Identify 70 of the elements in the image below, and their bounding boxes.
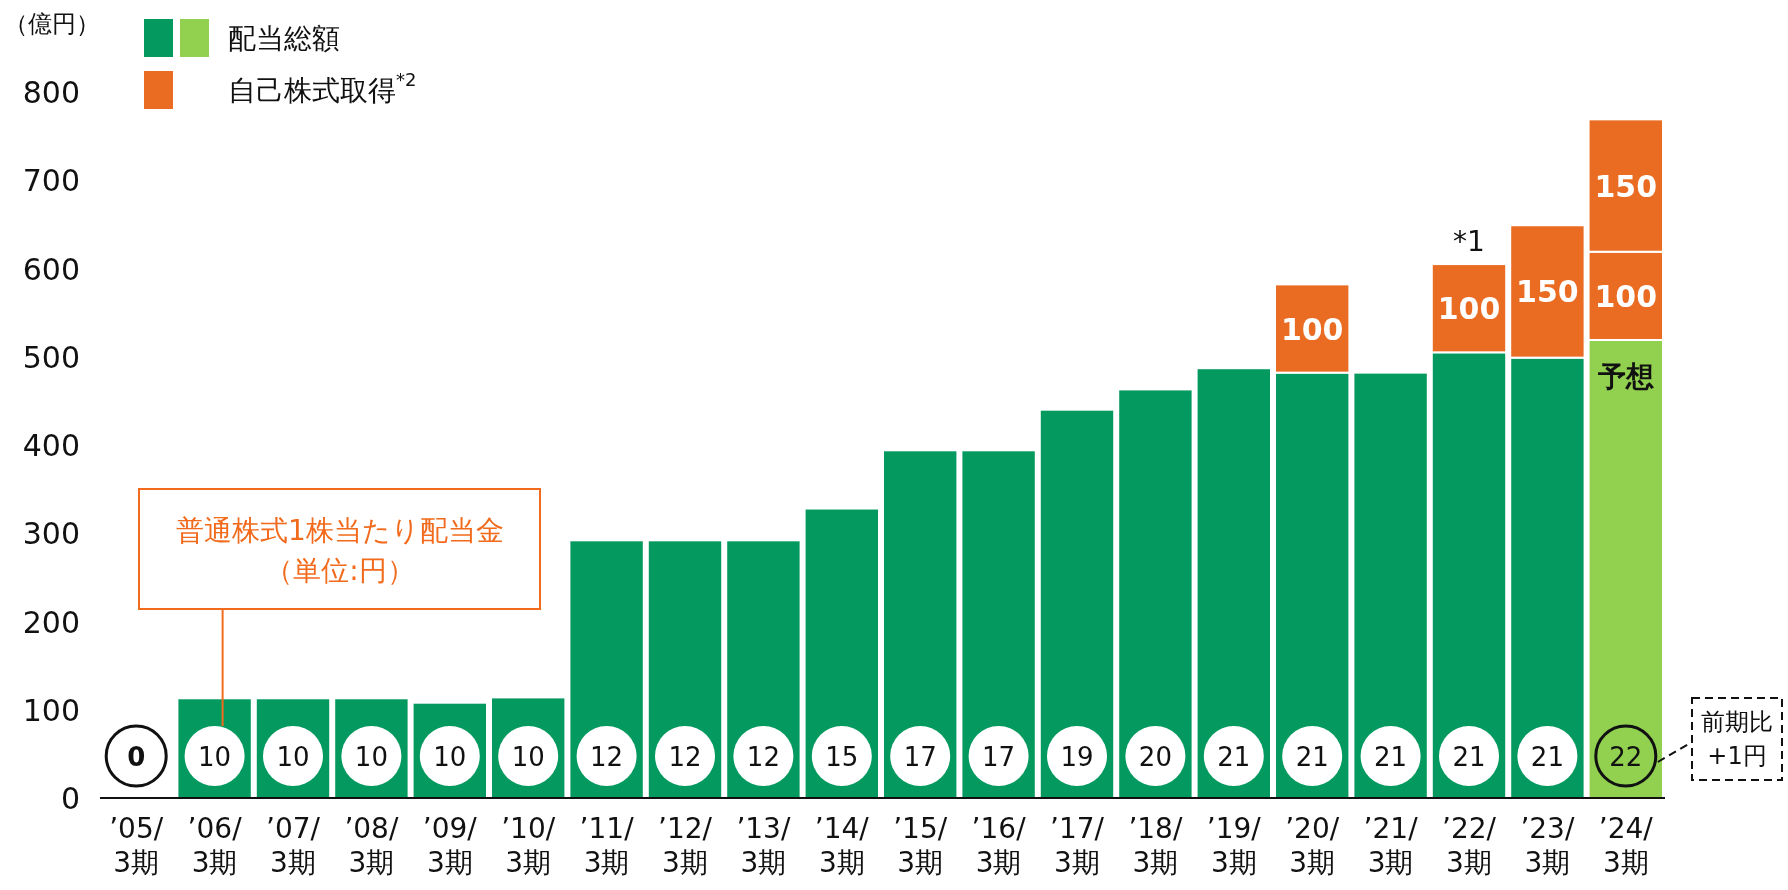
data-label: 150	[1594, 168, 1658, 204]
x-tick-label: ’09/ 3期	[422, 811, 478, 879]
x-tick-label: ’06/ 3期	[187, 811, 243, 879]
y-tick-label: 0	[60, 780, 80, 816]
annotation: 15	[825, 742, 859, 772]
bar	[568, 539, 645, 799]
annotation: 12	[668, 742, 702, 772]
annotation: 22	[1609, 742, 1643, 772]
annotation: 10	[433, 742, 467, 772]
annotation: 17	[982, 742, 1016, 772]
annotation: 10	[198, 742, 232, 772]
bar	[960, 449, 1037, 799]
bar	[1117, 388, 1194, 799]
bar	[1038, 408, 1116, 799]
bar	[882, 449, 959, 799]
annotation: 20	[1138, 742, 1172, 772]
x-tick-label: ’14/ 3期	[814, 811, 870, 879]
annotation: 10	[276, 742, 310, 772]
x-tick-label: ’17/ 3期	[1050, 811, 1105, 879]
y-tick-label: 500	[22, 339, 80, 375]
x-tick-label: ’21/ 3期	[1363, 811, 1419, 879]
x-tick-label: ’12/ 3期	[658, 811, 713, 879]
annotation: 普通株式1株当たり配当金（単位:円）	[176, 513, 504, 587]
data-label: 150	[1516, 273, 1579, 309]
x-tick-label: ’23/ 3期	[1520, 811, 1575, 879]
y-tick-label: 400	[22, 427, 80, 463]
annotation: 21	[1217, 742, 1251, 772]
x-tick-label: ’05/ 3期	[109, 811, 164, 879]
annotation: 21	[1374, 742, 1408, 772]
bar	[803, 507, 880, 799]
data-label: 100	[1280, 311, 1344, 347]
x-tick-label: ’20/ 3期	[1285, 811, 1340, 879]
text: 前期比+1円	[1701, 708, 1773, 770]
annotation: 12	[590, 742, 624, 772]
x-tick-label: ’07/ 3期	[266, 811, 321, 879]
annotation: 10	[511, 742, 545, 772]
y-tick-label: 600	[22, 251, 80, 286]
annotation: 19	[1060, 742, 1094, 772]
x-tick-label: ’24/ 3期	[1598, 811, 1654, 879]
y-tick-label: 300	[22, 515, 80, 551]
data-label: 100	[1594, 278, 1658, 314]
y-tick-label: 200	[22, 604, 80, 639]
data-label: 100	[1437, 290, 1501, 326]
y-tick-label: 100	[22, 692, 80, 728]
y-tick-label: 800	[22, 74, 80, 110]
x-tick-label: ’22/ 3期	[1442, 811, 1497, 879]
bar	[725, 539, 802, 799]
x-tick-label: ’11/ 3期	[579, 811, 635, 879]
annotation: 21	[1295, 742, 1329, 772]
x-tick-label: ’18/ 3期	[1128, 811, 1183, 879]
x-tick-label: ’15/ 3期	[893, 811, 948, 879]
annotation: 17	[903, 742, 937, 772]
x-tick-label: ’19/ 3期	[1206, 811, 1262, 879]
y-tick-label: 700	[22, 162, 80, 198]
x-tick-label: ’10/ 3期	[501, 811, 556, 879]
legend-label: 配当総額	[228, 21, 340, 55]
bar	[1195, 367, 1272, 799]
x-tick-label: ’08/ 3期	[344, 811, 399, 879]
bar	[1352, 371, 1429, 799]
annotation: 12	[746, 742, 780, 772]
annotation: 10	[354, 742, 388, 772]
annotation: 21	[1530, 742, 1564, 772]
annotation: *1	[1453, 224, 1485, 258]
legend-label: 自己株式取得$^{*2}$	[228, 69, 417, 107]
y-axis-title: （億円）	[4, 10, 100, 38]
annotation: 0	[127, 742, 146, 772]
x-tick-label: ’16/ 3期	[971, 811, 1027, 879]
annotation: 予想	[1596, 359, 1654, 393]
x-tick-label: ’13/ 3期	[736, 811, 791, 879]
annotation: 21	[1452, 742, 1486, 772]
